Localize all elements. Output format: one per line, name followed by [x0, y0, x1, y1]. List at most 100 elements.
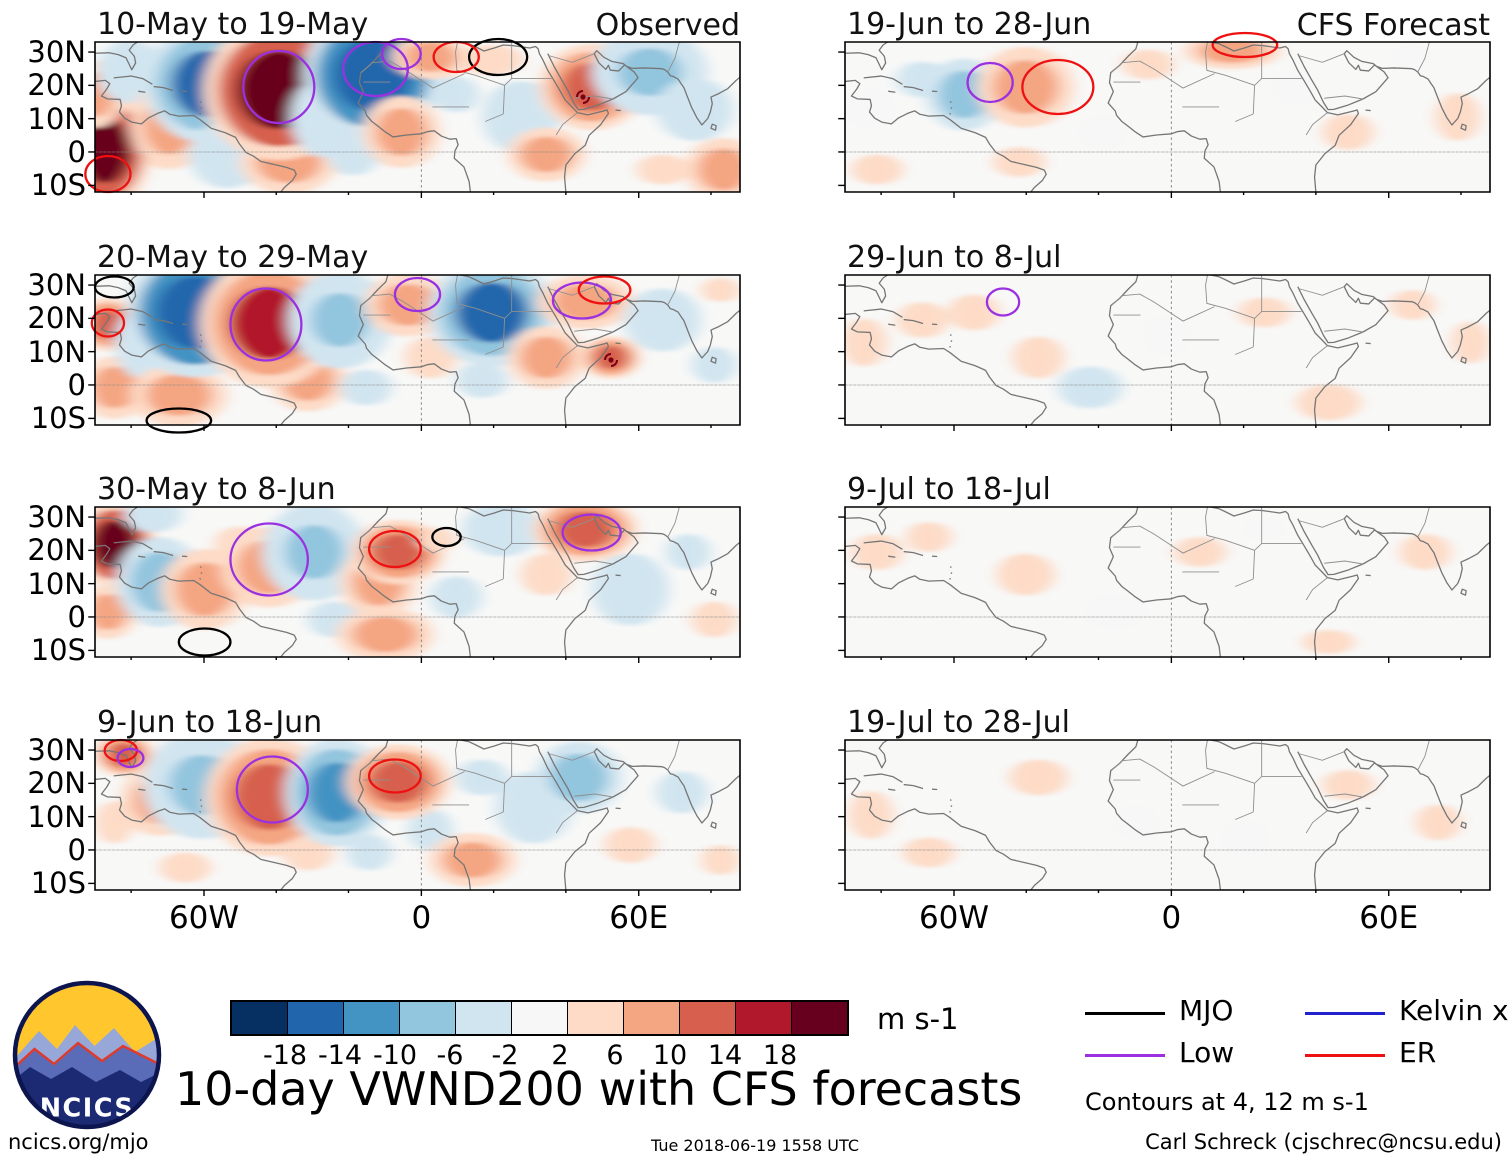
- wave-contour-overlays: [105, 740, 421, 823]
- coastlines: [95, 740, 740, 890]
- colorbar-tick-label: 14: [707, 1040, 743, 1071]
- ncics-logo: NCICS: [12, 980, 162, 1130]
- lon-tick-label: 60E: [609, 900, 669, 936]
- coastlines: [845, 275, 1490, 425]
- map-panel: [95, 507, 740, 657]
- panel-title: 19-Jun to 28-Jun: [847, 7, 1092, 42]
- lat-tick-label: 10N: [27, 799, 86, 834]
- coastlines: [845, 740, 1490, 890]
- panel-border: [95, 740, 740, 890]
- colorbar-tick-label: 10: [652, 1040, 688, 1071]
- footer-url: ncics.org/mjo: [8, 1130, 149, 1154]
- axis-ticks: [838, 517, 1461, 663]
- legend-line-sample: [1085, 1012, 1165, 1015]
- map-panel: [845, 42, 1490, 192]
- lat-tick-label: 20N: [27, 533, 86, 568]
- country-borders: [361, 42, 679, 135]
- country-borders: [1111, 507, 1429, 600]
- map-panel: [845, 275, 1490, 425]
- colorbar-cell: [456, 1002, 512, 1034]
- reference-lines: [845, 42, 1490, 192]
- map-panel: [95, 42, 740, 192]
- colorbar-cell: [568, 1002, 624, 1034]
- reference-lines: [95, 42, 740, 192]
- logo-red-ridge: [16, 1041, 158, 1068]
- axis-ticks: [838, 285, 1461, 431]
- coastlines: [845, 42, 1490, 192]
- coastlines: [95, 507, 740, 657]
- wave-contour-overlays: [968, 33, 1278, 114]
- map-panel: [95, 740, 740, 890]
- reference-lines: [845, 507, 1490, 657]
- axis-ticks: [88, 52, 711, 198]
- lat-tick-label: 30N: [27, 733, 86, 768]
- map-canvas: [845, 507, 1490, 657]
- colorbar-cell: [400, 1002, 456, 1034]
- tropical-cyclone-icon: [604, 352, 618, 367]
- panel-title: 9-Jun to 18-Jun: [97, 705, 323, 740]
- anomaly-blobs: [95, 42, 740, 192]
- country-borders: [361, 507, 679, 600]
- colorbar: [230, 1000, 849, 1036]
- map-canvas: [845, 740, 1490, 890]
- lat-tick-label: 10S: [30, 401, 86, 436]
- lat-tick-label: 30N: [27, 268, 86, 303]
- country-borders: [361, 740, 679, 833]
- axis-ticks: [838, 52, 1461, 198]
- axis-ticks: [88, 285, 711, 431]
- country-borders: [1111, 740, 1429, 833]
- lat-tick-label: 20N: [27, 68, 86, 103]
- legend-entry-label: ER: [1399, 1036, 1437, 1069]
- lat-tick-label: 30N: [27, 35, 86, 70]
- panel-border: [95, 42, 740, 192]
- lon-tick-label: 60W: [168, 900, 240, 936]
- wave-contour-overlays: [987, 289, 1019, 316]
- coastlines: [95, 42, 740, 192]
- colorbar-tick-label: -14: [317, 1040, 363, 1071]
- colorbar-cell: [512, 1002, 568, 1034]
- country-borders: [361, 275, 679, 368]
- colorbar-cell: [792, 1002, 847, 1034]
- anomaly-blobs: [95, 740, 740, 887]
- colorbar-tick-label: 18: [762, 1040, 798, 1071]
- panel-border: [95, 507, 740, 657]
- column-header-forecast: CFS Forecast: [1296, 8, 1490, 43]
- lon-tick-label: 0: [1161, 900, 1182, 936]
- legend-entry-label: MJO: [1179, 994, 1234, 1027]
- lat-tick-label: 10S: [30, 168, 86, 203]
- colorbar-tick-label: -18: [262, 1040, 308, 1071]
- lat-tick-label: 20N: [27, 766, 86, 801]
- figure-title: 10-day VWND200 with CFS forecasts: [175, 1062, 1023, 1116]
- lat-tick-label: 10S: [30, 633, 86, 668]
- footer-credit: Carl Schreck (cjschrec@ncsu.edu): [1145, 1130, 1502, 1154]
- colorbar-cell: [680, 1002, 736, 1034]
- axis-ticks: [88, 517, 711, 663]
- colorbar-tick-label: -2: [491, 1040, 519, 1071]
- colorbar-cell: [736, 1002, 792, 1034]
- panel-title: 30-May to 8-Jun: [97, 472, 336, 507]
- legend-entry-label: Low: [1179, 1036, 1235, 1069]
- map-panel: [845, 507, 1490, 657]
- panel-border: [845, 507, 1490, 657]
- colorbar-units-label: m s-1: [877, 1002, 959, 1036]
- lat-tick-label: 20N: [27, 301, 86, 336]
- lon-tick-label: 60W: [918, 900, 990, 936]
- reference-lines: [95, 507, 740, 657]
- colorbar-tick-label: 6: [606, 1040, 624, 1071]
- country-borders: [1111, 275, 1429, 368]
- legend-line-sample: [1305, 1012, 1385, 1015]
- axis-ticks: [88, 750, 711, 896]
- lat-tick-label: 10N: [27, 334, 86, 369]
- column-header-observed: Observed: [595, 8, 740, 43]
- lon-tick-label: 0: [411, 900, 432, 936]
- map-panel: [845, 740, 1490, 890]
- coastlines: [845, 507, 1490, 657]
- map-canvas: [845, 42, 1490, 192]
- panel-title: 29-Jun to 8-Jul: [847, 240, 1062, 275]
- logo-mountains-near: [16, 1067, 158, 1126]
- reference-lines: [95, 740, 740, 890]
- legend-note: Contours at 4, 12 m s-1: [1085, 1088, 1369, 1116]
- map-canvas: [95, 507, 740, 657]
- panel-border: [845, 42, 1490, 192]
